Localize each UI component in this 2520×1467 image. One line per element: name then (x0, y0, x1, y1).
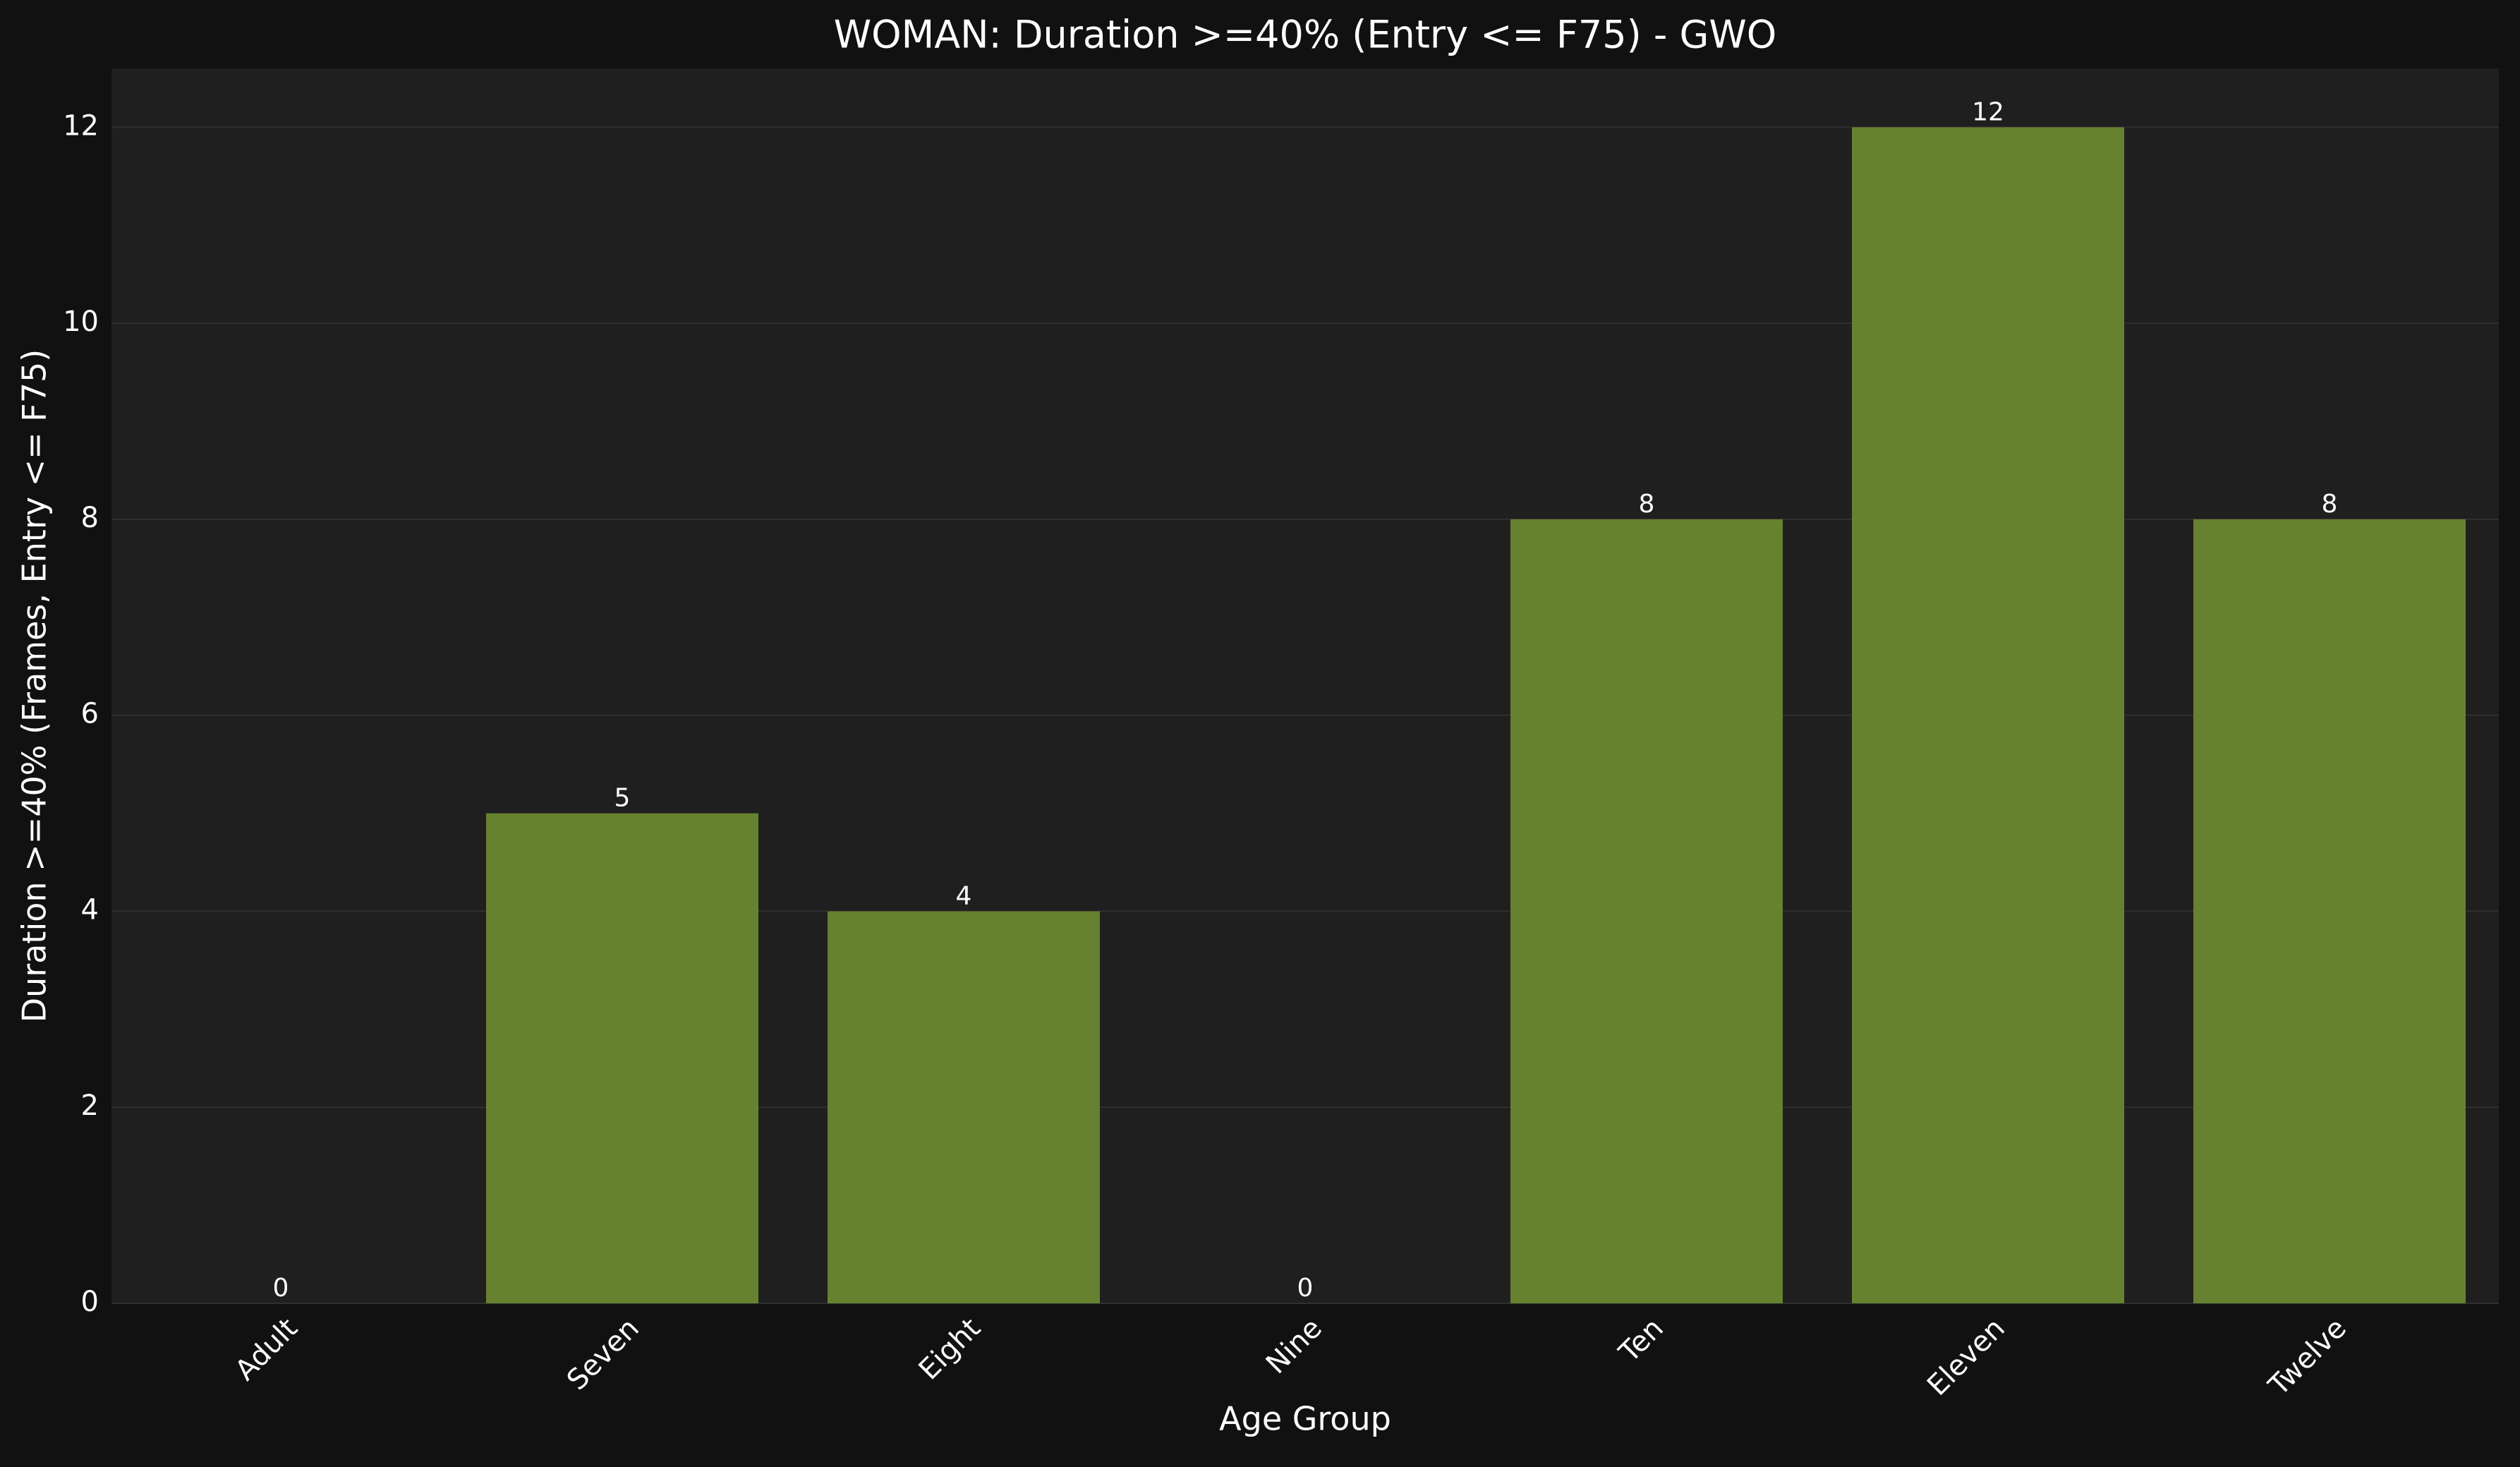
y-tick-label: 6 (81, 698, 99, 730)
x-axis-label: Age Group (1219, 1400, 1391, 1438)
bar-value-label: 4 (956, 881, 972, 910)
bar (2193, 519, 2466, 1303)
y-tick-label: 0 (81, 1286, 99, 1318)
chart-title: WOMAN: Duration >=40% (Entry <= F75) - G… (834, 13, 1777, 57)
bar (486, 813, 758, 1303)
bar-value-label: 12 (1972, 97, 2004, 126)
bars (486, 127, 2466, 1303)
bar-value-label: 5 (614, 784, 631, 813)
y-axis-label: Duration >=40% (Frames, Entry <= F75) (16, 349, 54, 1023)
bar-value-label: 0 (273, 1274, 289, 1303)
y-tick-label: 8 (81, 502, 99, 534)
bar (1510, 519, 1783, 1303)
bar-value-label: 0 (1297, 1274, 1314, 1303)
y-axis-ticks: 0 2 4 6 8 10 12 (63, 109, 99, 1318)
bar (1852, 127, 2124, 1303)
bar-value-label: 8 (2322, 490, 2338, 519)
y-tick-label: 4 (81, 893, 99, 926)
data-labels: 0 5 4 0 8 12 8 (273, 97, 2338, 1303)
y-tick-label: 2 (81, 1089, 99, 1122)
bar-value-label: 8 (1639, 490, 1655, 519)
plot-area (111, 68, 2499, 1303)
y-tick-label: 10 (63, 306, 99, 338)
bar (828, 911, 1100, 1303)
y-tick-label: 12 (63, 109, 99, 142)
